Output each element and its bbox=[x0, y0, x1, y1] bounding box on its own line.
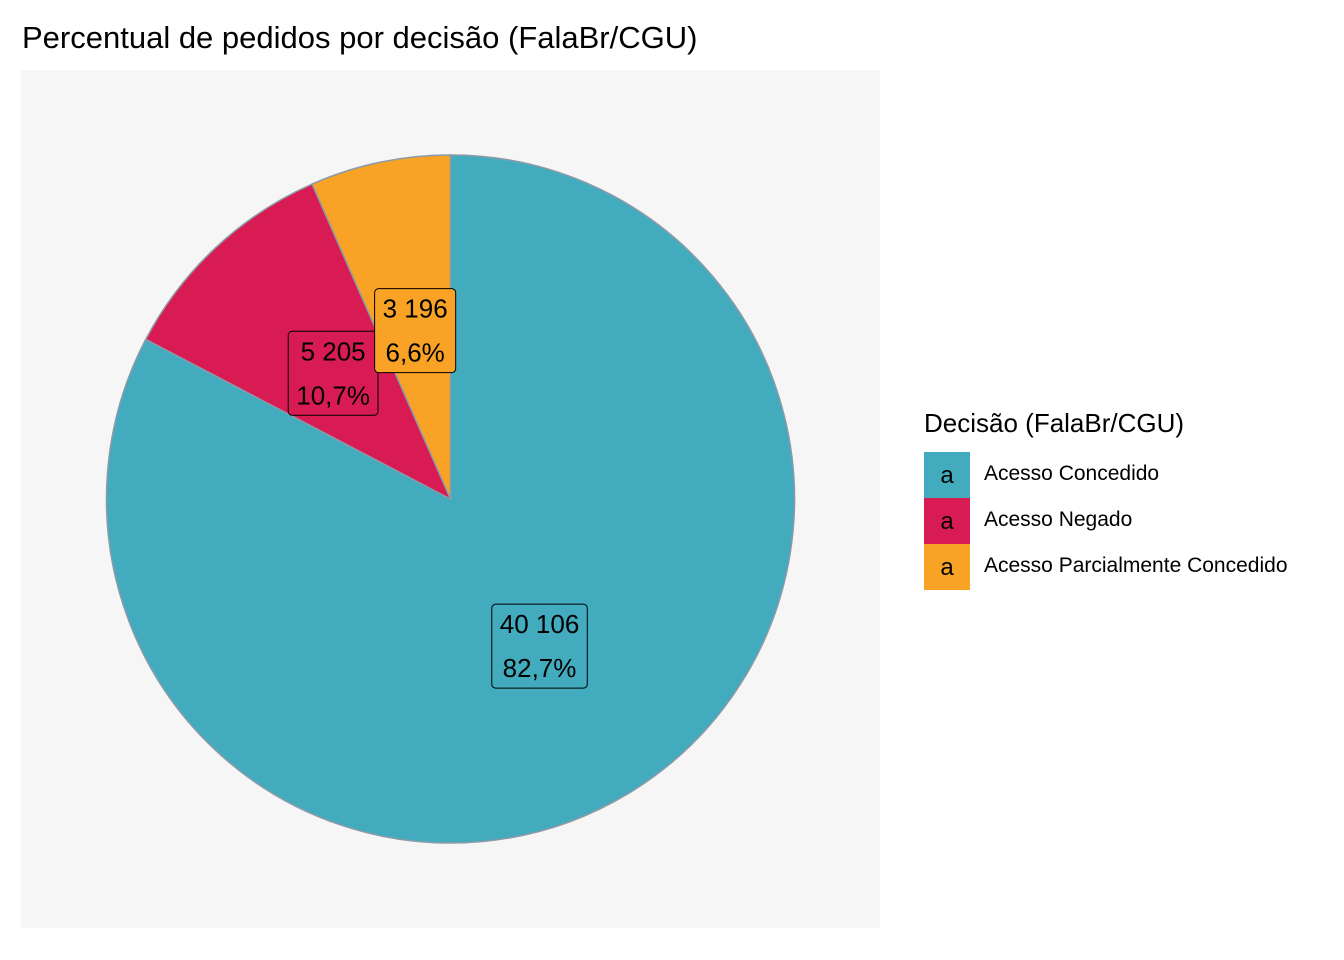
data-label-box-acesso-concedido bbox=[491, 603, 588, 689]
data-label-acesso-parcialmente-concedido: 3 196 6,6% bbox=[374, 288, 457, 374]
pie-chart: 40 106 82,7% 5 205 10,7% 3 196 6,6% bbox=[105, 154, 796, 844]
percent-label-acesso-parcialmente-concedido: 6,6% bbox=[386, 338, 445, 368]
legend-key-acesso-concedido: a bbox=[924, 452, 970, 498]
legend-item-acesso-concedido: a Acesso Concedido bbox=[924, 452, 1344, 498]
percent-label-acesso-concedido: 82,7% bbox=[503, 653, 577, 683]
legend-key-acesso-parcialmente-concedido: a bbox=[924, 544, 970, 590]
percent-label-acesso-negado: 10,7% bbox=[296, 380, 370, 410]
legend-label-acesso-negado: Acesso Negado bbox=[984, 508, 1133, 531]
data-label-box-acesso-negado bbox=[287, 330, 379, 416]
legend-item-acesso-negado: a Acesso Negado bbox=[924, 498, 1344, 544]
legend: Decisão (FalaBr/CGU) a Acesso Concedido … bbox=[924, 408, 1288, 590]
data-label-acesso-concedido: 40 106 82,7% bbox=[491, 603, 588, 689]
count-label-acesso-negado: 5 205 bbox=[301, 336, 366, 366]
data-label-acesso-negado: 5 205 10,7% bbox=[287, 330, 379, 416]
legend-label-acesso-parcialmente-concedido: Acesso Parcialmente Concedido bbox=[984, 554, 1288, 577]
legend-key-acesso-negado: a bbox=[924, 498, 970, 544]
data-label-box-acesso-parcialmente-concedido bbox=[374, 288, 457, 374]
count-label-acesso-parcialmente-concedido: 3 196 bbox=[383, 294, 448, 324]
count-label-acesso-concedido: 40 106 bbox=[500, 609, 580, 639]
legend-title: Decisão (FalaBr/CGU) bbox=[924, 408, 1185, 438]
plot-panel: 40 106 82,7% 5 205 10,7% 3 196 6,6% bbox=[21, 70, 880, 928]
legend-label-acesso-concedido: Acesso Concedido bbox=[984, 462, 1160, 485]
chart-title: Percentual de pedidos por decisão (FalaB… bbox=[22, 20, 698, 55]
legend-item-acesso-parcialmente-concedido: a Acesso Parcialmente Concedido bbox=[924, 544, 1344, 590]
